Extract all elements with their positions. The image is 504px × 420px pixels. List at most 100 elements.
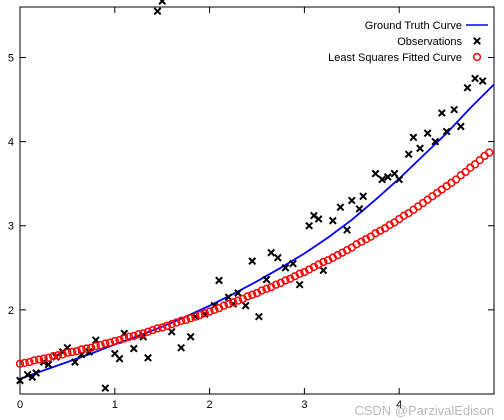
fitted-point xyxy=(200,309,210,318)
fitted-point xyxy=(58,350,67,359)
fitted-point xyxy=(153,324,162,333)
ground-truth-line xyxy=(19,83,495,380)
fitted-point xyxy=(295,269,304,278)
legend: Ground Truth Curve Observations Least Squa… xyxy=(328,20,488,64)
observation-point xyxy=(32,369,41,377)
fitted-point xyxy=(177,316,186,325)
observation-point xyxy=(404,150,413,159)
fitted-point xyxy=(139,329,148,338)
fitted-curve-series xyxy=(15,148,494,368)
fitted-point xyxy=(257,286,266,295)
legend-label: Ground Truth Curve xyxy=(365,20,462,32)
fitted-point xyxy=(162,321,172,331)
fitted-point xyxy=(39,354,48,363)
fitted-point xyxy=(281,276,290,285)
fitted-point xyxy=(124,332,134,341)
ticks: 0 1 2 3 4 2 3 4 5 xyxy=(8,7,494,411)
observation-point xyxy=(44,360,53,369)
observation-point xyxy=(186,332,195,341)
observation-point xyxy=(371,169,380,178)
x-tick-label: 0 xyxy=(17,399,23,411)
observation-point xyxy=(478,77,487,85)
fitted-point xyxy=(105,338,115,347)
observation-point xyxy=(167,327,176,336)
observation-point xyxy=(456,122,465,131)
fitted-point xyxy=(205,307,214,316)
fitted-point xyxy=(262,284,271,293)
observation-point xyxy=(295,280,304,289)
fitted-point xyxy=(319,257,328,267)
observation-point xyxy=(328,216,337,225)
fitted-point xyxy=(271,280,281,289)
fitted-point xyxy=(248,290,257,299)
observation-point xyxy=(16,376,24,385)
observation-point xyxy=(144,353,152,362)
plot-frame xyxy=(19,6,495,395)
fitted-point xyxy=(475,155,484,165)
fitted-point xyxy=(20,358,29,368)
observation-point xyxy=(248,257,257,265)
fitted-point xyxy=(219,301,228,310)
observation-point xyxy=(267,248,276,257)
fitted-point xyxy=(53,351,63,360)
y-tick-label: 2 xyxy=(8,305,14,317)
observation-point xyxy=(359,192,368,201)
fitted-point xyxy=(110,336,119,346)
fitted-point xyxy=(72,346,82,356)
series xyxy=(15,0,495,393)
observation-point xyxy=(71,358,79,366)
observation-point xyxy=(347,196,356,205)
fitted-point xyxy=(233,296,243,305)
observation-point xyxy=(409,133,418,142)
legend-x-marker xyxy=(473,37,481,45)
fitted-point xyxy=(63,348,72,357)
fitted-point xyxy=(167,320,176,329)
observation-point xyxy=(115,354,124,363)
fitted-point xyxy=(191,312,200,321)
observation-point xyxy=(241,301,250,310)
x-tick-label: 3 xyxy=(301,399,307,411)
fitted-point xyxy=(129,331,138,341)
fitted-point xyxy=(115,336,124,345)
x-tick-label: 2 xyxy=(207,399,213,411)
watermark-text: CSDN @ParzivalEdison xyxy=(354,403,494,418)
fitted-point xyxy=(25,357,34,367)
x-tick-label: 1 xyxy=(112,399,118,411)
observation-point xyxy=(158,0,167,6)
observation-point xyxy=(23,370,32,379)
fitted-point xyxy=(96,341,105,350)
observation-point xyxy=(378,175,387,184)
fitted-point xyxy=(158,323,167,332)
observation-point xyxy=(234,289,242,297)
fitted-point xyxy=(243,292,252,301)
fitted-point xyxy=(67,347,77,357)
observation-point xyxy=(129,344,138,353)
fitted-point xyxy=(451,175,461,184)
observation-point xyxy=(314,215,323,223)
fitted-point xyxy=(224,299,233,309)
observation-point xyxy=(437,109,446,117)
observation-point xyxy=(254,312,263,321)
fitted-point xyxy=(148,325,157,335)
observation-point xyxy=(281,263,290,272)
observation-point xyxy=(431,137,440,146)
observation-point xyxy=(343,226,351,234)
fitted-point xyxy=(461,167,470,177)
fitted-point xyxy=(485,148,494,157)
observation-point xyxy=(289,259,297,268)
observation-point xyxy=(471,74,479,83)
fitted-point xyxy=(82,344,91,353)
y-tick-label: 3 xyxy=(8,221,14,233)
fitted-point xyxy=(30,356,39,365)
fitted-point xyxy=(49,351,58,361)
observation-point xyxy=(383,173,392,181)
observation-point xyxy=(463,83,472,92)
observation-point xyxy=(262,275,271,284)
fitted-point xyxy=(172,318,181,327)
fitted-point xyxy=(34,355,44,364)
observation-point xyxy=(101,384,110,393)
fitted-point xyxy=(91,341,100,351)
fitted-point xyxy=(181,315,191,325)
fitted-point xyxy=(134,330,143,339)
